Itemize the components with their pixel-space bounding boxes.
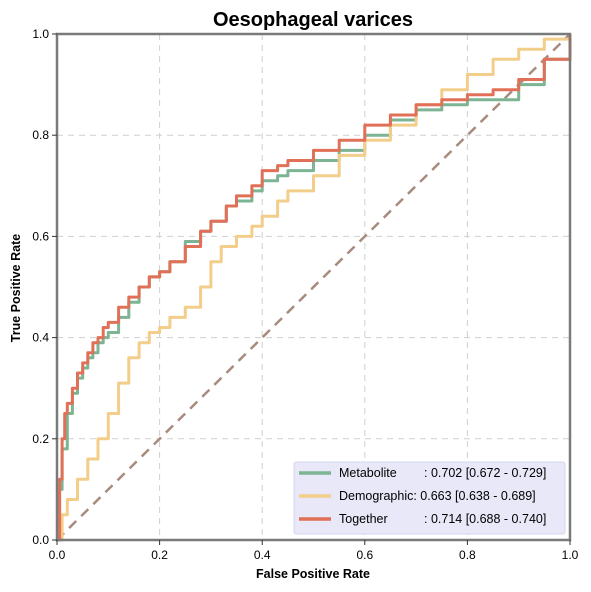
plot-frame (55, 32, 572, 542)
legend-label-metabolite: Metabolite (339, 466, 397, 480)
x-tick-label: 0.4 (254, 548, 271, 562)
y-tick-label: 0.6 (32, 229, 49, 243)
y-axis-label: True Positive Rate (9, 234, 23, 342)
y-axis-ticks: 0.0 0.2 0.4 0.6 0.8 1.0 (32, 27, 57, 547)
legend-auc-metabolite: : 0.702 [0.672 - 0.729] (424, 466, 546, 480)
legend-label-together: Together (339, 512, 388, 526)
y-tick-label: 0.0 (32, 533, 49, 547)
x-axis-label: False Positive Rate (256, 567, 370, 581)
y-tick-label: 1.0 (32, 27, 49, 41)
grid (57, 34, 570, 540)
x-tick-label: 0.2 (151, 548, 168, 562)
x-tick-label: 1.0 (562, 548, 579, 562)
legend: Metabolite : 0.702 [0.672 - 0.729] Demogra… (293, 461, 566, 535)
y-tick-label: 0.8 (32, 128, 49, 142)
chart-title: Oesophageal varices (213, 9, 413, 31)
legend-box (293, 461, 566, 535)
series-line-together (57, 34, 572, 542)
y-tick-label: 0.4 (32, 331, 49, 345)
legend-auc-demographic: : 0.663 [0.638 - 0.689] (413, 489, 535, 503)
x-tick-label: 0.0 (49, 548, 66, 562)
diagonal-reference-line (56, 33, 571, 541)
legend-label-demographic: Demographic (339, 489, 413, 503)
x-axis-ticks: 0.0 0.2 0.4 0.6 0.8 1.0 (49, 540, 579, 562)
x-tick-label: 0.6 (356, 548, 373, 562)
x-tick-label: 0.8 (459, 548, 476, 562)
y-tick-label: 0.2 (32, 432, 49, 446)
legend-auc-together: : 0.714 [0.688 - 0.740] (424, 512, 546, 526)
series-lines (57, 34, 572, 542)
